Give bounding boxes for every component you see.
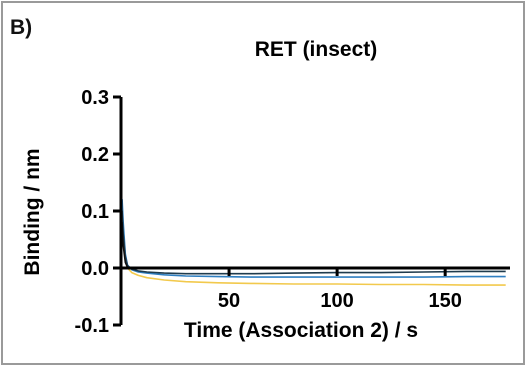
series-line-3 (120, 210, 506, 275)
y-tick-label: 0.1 (81, 201, 109, 223)
panel-label: B) (10, 16, 33, 39)
y-tick-label: -0.1 (75, 315, 109, 337)
chart-title: RET (insect) (255, 38, 378, 61)
series-line-4 (120, 221, 506, 269)
y-tick-label: 0.0 (81, 258, 109, 280)
x-axis-title: Time (Association 2) / s (184, 319, 418, 342)
y-axis-title: Binding / nm (21, 148, 44, 275)
series-line-2 (120, 198, 506, 278)
x-tick-label: 150 (428, 290, 461, 312)
y-tick-label: 0.3 (81, 87, 109, 109)
y-tick-label: 0.2 (81, 144, 109, 166)
x-tick-label: 100 (320, 290, 353, 312)
x-tick-label: 50 (218, 290, 240, 312)
